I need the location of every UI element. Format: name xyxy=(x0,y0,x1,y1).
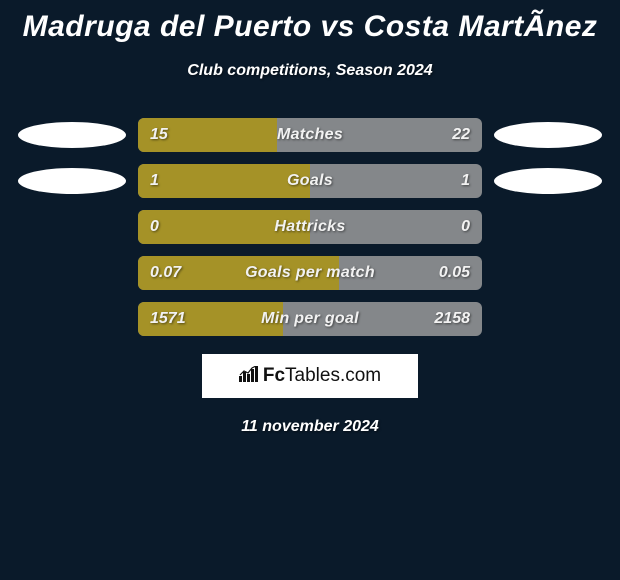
stat-right-value: 0 xyxy=(461,210,470,244)
stat-bar: 0.07Goals per match0.05 xyxy=(138,256,482,290)
stat-right-value: 1 xyxy=(461,164,470,198)
stat-label: Goals xyxy=(138,164,482,198)
page-title: Madruga del Puerto vs Costa MartÃ­nez xyxy=(0,0,620,44)
stat-row: 15Matches22 xyxy=(0,118,620,152)
stat-row: 0Hattricks0 xyxy=(0,210,620,244)
stat-rows-container: 15Matches22 1Goals1 0Hattricks0 0.07Goals p… xyxy=(0,118,620,336)
stat-bar: 1Goals1 xyxy=(138,164,482,198)
stat-label: Hattricks xyxy=(138,210,482,244)
stat-right-value: 2158 xyxy=(434,302,470,336)
fctables-logo[interactable]: FcTables.com xyxy=(202,354,418,398)
stat-row: 1571Min per goal2158 xyxy=(0,302,620,336)
stat-label: Matches xyxy=(138,118,482,152)
player-left-oval xyxy=(18,122,126,148)
stat-bar: 1571Min per goal2158 xyxy=(138,302,482,336)
player-right-oval xyxy=(494,168,602,194)
stat-row: 0.07Goals per match0.05 xyxy=(0,256,620,290)
stat-bar: 0Hattricks0 xyxy=(138,210,482,244)
stat-label: Min per goal xyxy=(138,302,482,336)
stat-right-value: 22 xyxy=(452,118,470,152)
player-left-oval xyxy=(18,168,126,194)
page-subtitle: Club competitions, Season 2024 xyxy=(0,62,620,80)
bar-chart-icon xyxy=(239,366,259,387)
player-right-oval xyxy=(494,122,602,148)
logo-text-thin: Tables.com xyxy=(285,365,381,386)
stat-right-value: 0.05 xyxy=(439,256,470,290)
date-label: 11 november 2024 xyxy=(0,418,620,436)
stat-bar: 15Matches22 xyxy=(138,118,482,152)
stat-row: 1Goals1 xyxy=(0,164,620,198)
stat-label: Goals per match xyxy=(138,256,482,290)
logo-text-bold: Fc xyxy=(263,365,285,386)
logo-text: FcTables.com xyxy=(263,365,381,387)
